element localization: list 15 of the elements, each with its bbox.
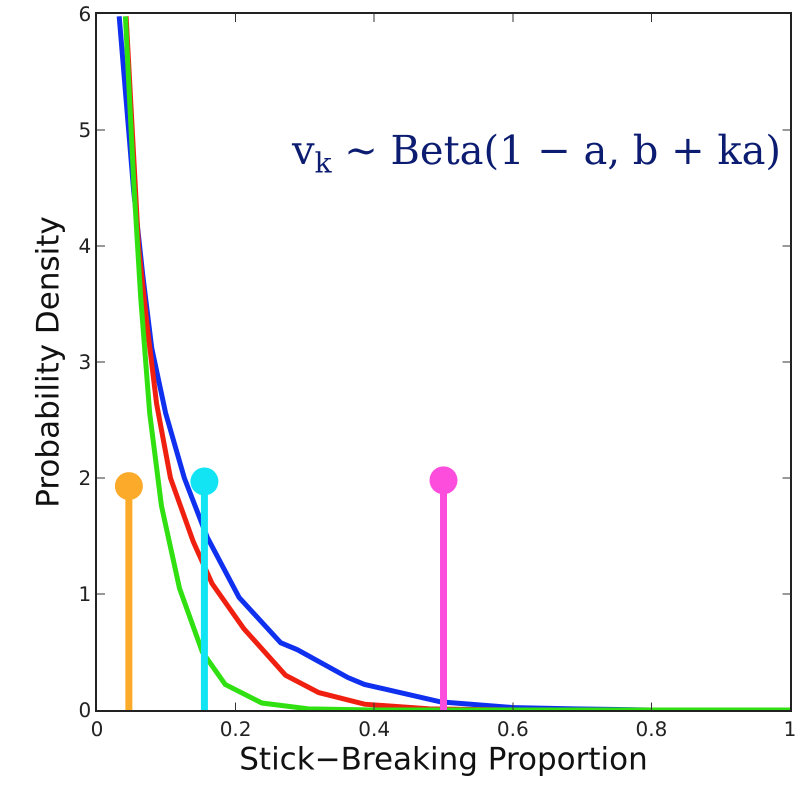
x-tick-label: 0.4 — [358, 716, 390, 741]
annotation: v$_{k}$ ∼ Beta(1 − a, b + ka) — [291, 128, 782, 180]
y-tick-label: 1 — [78, 582, 92, 606]
y-tick-label: 0 — [78, 698, 92, 722]
x-axis-title: Stick−Breaking Proportion — [239, 741, 648, 778]
y-tick-label: 3 — [78, 350, 92, 374]
y-tick-label: 6 — [78, 2, 92, 26]
x-tick-label: 0.2 — [220, 716, 252, 741]
x-tick-label: 1 — [784, 716, 796, 741]
y-tick-label: 2 — [78, 466, 92, 490]
y-tick-label: 4 — [78, 234, 92, 258]
y-tick-label: 5 — [78, 118, 92, 142]
x-tick-label: 0.6 — [496, 716, 529, 741]
x-tick-label: 0.8 — [635, 716, 668, 741]
y-axis-title: Probability Density — [30, 216, 67, 508]
